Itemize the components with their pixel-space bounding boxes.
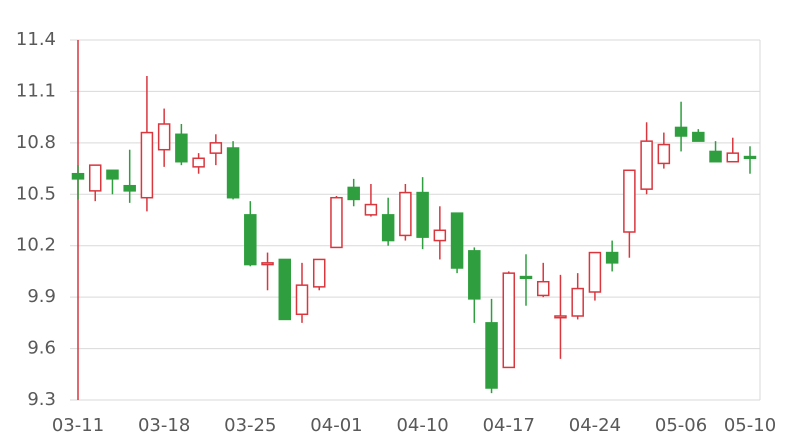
- y-tick-label: 9.3: [27, 389, 56, 410]
- candle-body: [175, 133, 188, 163]
- y-tick-label: 9.9: [27, 286, 56, 307]
- candle-body: [312, 258, 326, 288]
- y-tick-label: 10.2: [16, 235, 56, 256]
- candle-body: [244, 214, 257, 266]
- x-tick-label: 03-25: [224, 415, 276, 436]
- candle-body: [88, 164, 102, 192]
- candle-body: [692, 131, 705, 142]
- candle-body: [399, 191, 412, 237]
- candle-body: [657, 143, 671, 165]
- candle-body: [743, 155, 757, 160]
- y-tick-label: 11.1: [16, 80, 56, 101]
- candle-body: [123, 184, 136, 192]
- x-tick-label: 04-17: [483, 415, 535, 436]
- candle-body: [605, 251, 619, 264]
- candle-body: [330, 196, 343, 249]
- candle-body: [261, 262, 274, 266]
- candle-body: [278, 258, 292, 321]
- candle-body: [450, 212, 464, 269]
- x-tick-label: 03-18: [138, 415, 190, 436]
- candle-body: [571, 287, 584, 317]
- candle-body: [554, 315, 567, 319]
- candle-body: [433, 229, 447, 242]
- x-tick-label: 04-24: [569, 415, 621, 436]
- candle-body: [416, 191, 429, 238]
- candle-body: [502, 272, 516, 369]
- x-tick-label: 04-01: [310, 415, 362, 436]
- candle-body: [140, 131, 154, 199]
- x-tick-label: 03-11: [52, 415, 104, 436]
- candle-body: [485, 322, 498, 389]
- candle-body: [157, 123, 171, 151]
- x-tick-label: 05-10: [724, 415, 776, 436]
- candle-body: [623, 169, 636, 233]
- candle-body: [519, 275, 533, 280]
- candle-body: [674, 126, 688, 137]
- candle-body: [71, 172, 85, 180]
- candle-body: [209, 142, 223, 154]
- x-tick-label: 04-10: [396, 415, 448, 436]
- candle-body: [726, 152, 740, 163]
- candle-body: [709, 150, 722, 163]
- candle-body: [468, 250, 481, 300]
- candle-body: [192, 157, 205, 168]
- candle-body: [364, 203, 378, 216]
- candle-body: [106, 169, 119, 180]
- candle-body: [226, 147, 240, 199]
- y-tick-label: 10.8: [16, 132, 56, 153]
- candle-body: [640, 140, 653, 190]
- candle-body: [295, 284, 309, 316]
- candle-body: [536, 280, 550, 297]
- candle-body: [347, 186, 360, 201]
- y-tick-label: 10.5: [16, 183, 56, 204]
- candle-body: [381, 214, 395, 242]
- x-tick-label: 05-06: [655, 415, 707, 436]
- y-tick-label: 9.6: [27, 338, 56, 359]
- candle-body: [588, 251, 602, 293]
- y-tick-label: 11.4: [16, 29, 56, 50]
